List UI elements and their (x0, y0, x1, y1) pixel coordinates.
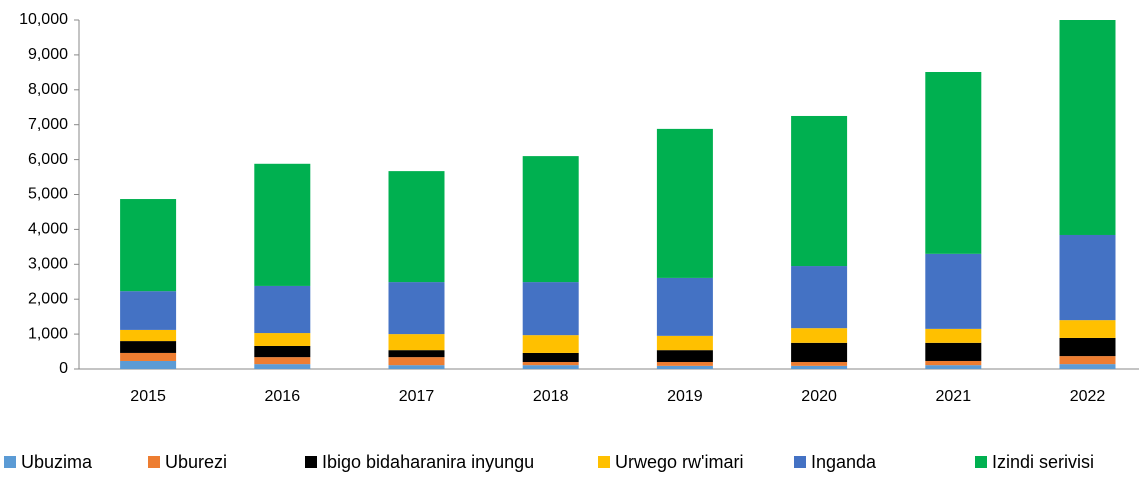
legend-swatch (598, 456, 610, 468)
bar-segment (656, 350, 713, 363)
bar-segment (388, 350, 445, 358)
y-tick-label: 6,000 (28, 151, 68, 168)
bar-segment (522, 362, 579, 366)
y-tick-label: 10,000 (19, 11, 68, 28)
bar-segment (522, 352, 579, 363)
bar-segment (388, 357, 445, 366)
bar-segment (1059, 364, 1116, 369)
legend-label: Ubuzima (21, 452, 93, 472)
bar-segment (120, 291, 177, 330)
x-tick-label: 2020 (801, 388, 837, 405)
bar-segment (388, 365, 445, 369)
bar-segment (656, 362, 713, 366)
bar-segment (1059, 20, 1116, 235)
bar-segment (925, 72, 982, 254)
bar-segment (388, 334, 445, 351)
y-tick-label: 3,000 (28, 256, 68, 273)
x-tick-label: 2018 (533, 388, 569, 405)
y-tick-label: 1,000 (28, 325, 68, 342)
bar-segment (791, 328, 848, 343)
bar-segment (1059, 320, 1116, 338)
legend-label: Ibigo bidaharanira inyungu (322, 452, 534, 472)
bar-segment (120, 199, 177, 292)
bar-segment (254, 163, 311, 286)
bar-segment (254, 364, 311, 369)
x-tick-label: 2016 (265, 388, 301, 405)
bar-segment (254, 345, 311, 358)
y-tick-label: 5,000 (28, 186, 68, 203)
bar-segment (925, 365, 982, 369)
bar-segment (120, 341, 177, 353)
bar-segment (656, 365, 713, 369)
legend-swatch (4, 456, 16, 468)
bar-segment (254, 333, 311, 346)
y-tick-label: 0 (59, 360, 68, 377)
bar-segment (925, 360, 982, 366)
x-tick-label: 2017 (399, 388, 435, 405)
x-tick-label: 2022 (1070, 388, 1106, 405)
bar-segment (120, 329, 177, 342)
bar-segment (522, 156, 579, 283)
y-tick-label: 7,000 (28, 116, 68, 133)
bar-segment (120, 352, 177, 361)
legend-label: Izindi serivisi (992, 452, 1094, 472)
bar-segment (1059, 234, 1116, 321)
bar-segment (254, 285, 311, 334)
bar-segment (120, 360, 177, 369)
bar-segment (791, 266, 848, 329)
bar-segment (925, 328, 982, 343)
legend-swatch (148, 456, 160, 468)
legend-swatch (975, 456, 987, 468)
bar-segment (656, 128, 713, 278)
y-tick-label: 8,000 (28, 81, 68, 98)
legend-label: Uburezi (165, 452, 227, 472)
bar-segment (791, 342, 848, 363)
legend-swatch (794, 456, 806, 468)
x-tick-label: 2015 (130, 388, 166, 405)
bar-segment (791, 365, 848, 369)
bar-segment (522, 335, 579, 353)
bar-segment (388, 282, 445, 335)
bar-segment (522, 365, 579, 369)
bar-segment (522, 282, 579, 336)
legend-label: Inganda (811, 452, 877, 472)
y-tick-label: 9,000 (28, 46, 68, 63)
bar-segment (656, 277, 713, 336)
bar-segment (791, 115, 848, 267)
bar-segment (925, 342, 982, 361)
legend-label: Urwego rw'imari (615, 452, 743, 472)
x-tick-label: 2019 (667, 388, 703, 405)
bar-segment (388, 171, 445, 283)
bar-segment (1059, 356, 1116, 365)
bar-segment (1059, 337, 1116, 357)
bar-segment (791, 362, 848, 366)
bar-segment (656, 335, 713, 351)
bar-segment (254, 357, 311, 365)
bar-segment (925, 253, 982, 329)
y-tick-label: 2,000 (28, 290, 68, 307)
y-tick-label: 4,000 (28, 221, 68, 238)
legend-swatch (305, 456, 317, 468)
x-tick-label: 2021 (936, 388, 972, 405)
